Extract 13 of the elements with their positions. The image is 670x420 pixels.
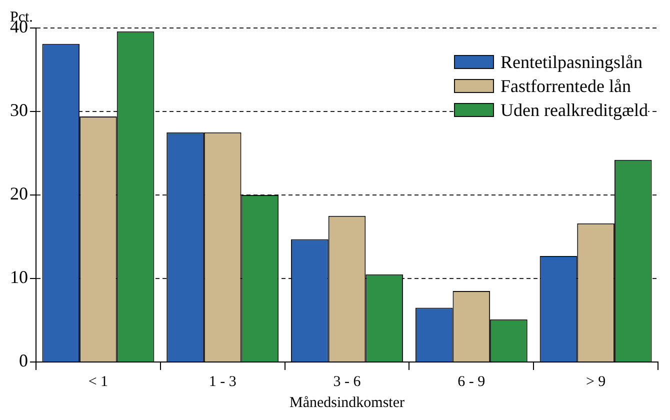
y-tick-label: 10 <box>10 267 28 288</box>
x-tick-label: < 1 <box>88 374 108 390</box>
x-tick-label: 6 - 9 <box>458 374 486 390</box>
legend-label: Fastforrentede lån <box>500 75 631 98</box>
y-tick-label: 20 <box>10 184 28 204</box>
x-tick-label: 3 - 6 <box>333 374 362 390</box>
legend-label: Rentetilpasningslån <box>500 51 643 74</box>
legend-label: Uden realkreditgæld <box>500 99 648 122</box>
y-tick-label: 0 <box>19 350 28 371</box>
y-tick-label: 30 <box>10 100 28 120</box>
x-tick-label: 1 - 3 <box>208 374 236 390</box>
x-axis-title: Månedsindkomster <box>290 394 404 411</box>
x-tick-label: > 9 <box>586 374 606 390</box>
